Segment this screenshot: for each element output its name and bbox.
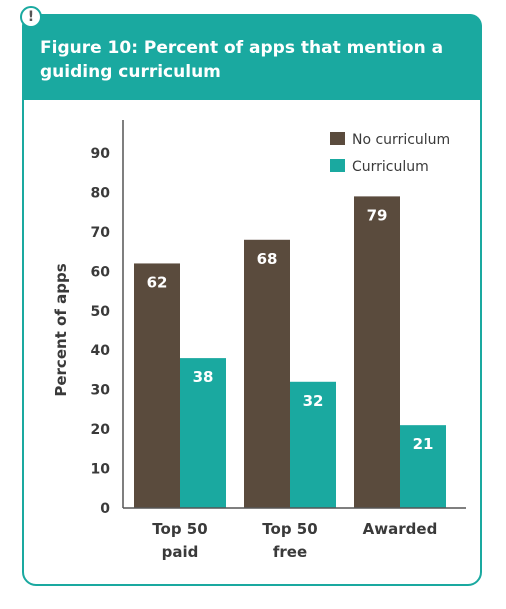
y-tick-label: 30 <box>91 383 111 399</box>
x-tick-label: Awarded <box>363 520 438 538</box>
y-tick-label: 10 <box>91 462 111 478</box>
y-tick-label: 0 <box>100 501 110 517</box>
y-tick-label: 40 <box>91 343 111 359</box>
y-tick-label: 70 <box>91 225 111 241</box>
y-tick-label: 90 <box>91 146 111 162</box>
legend-label: No curriculum <box>352 132 450 148</box>
bar <box>180 358 226 508</box>
data-label: 68 <box>257 250 278 268</box>
data-label: 21 <box>413 435 434 453</box>
x-tick-label: free <box>273 543 307 561</box>
y-tick-label: 80 <box>91 185 111 201</box>
x-tick-label: Top 50 <box>262 520 317 538</box>
bar <box>134 263 180 508</box>
exclamation-icon: ! <box>20 6 42 28</box>
data-label: 79 <box>367 206 388 224</box>
figure-header: Figure 10: Percent of apps that mention … <box>22 14 482 100</box>
y-axis-label: Percent of apps <box>52 263 70 396</box>
x-tick-label: paid <box>162 543 199 561</box>
y-tick-label: 20 <box>91 422 111 438</box>
x-tick-label: Top 50 <box>152 520 207 538</box>
bar <box>354 196 400 508</box>
legend-label: Curriculum <box>352 159 429 175</box>
legend-swatch <box>330 132 345 145</box>
legend-swatch <box>330 159 345 172</box>
y-tick-label: 60 <box>91 264 111 280</box>
y-tick-label: 50 <box>91 304 111 320</box>
bar <box>244 239 290 508</box>
bar <box>290 381 336 508</box>
chart-title: Figure 10: Percent of apps that mention … <box>40 38 444 82</box>
bar <box>400 425 446 508</box>
data-label: 32 <box>303 392 324 410</box>
data-label: 38 <box>193 368 214 386</box>
data-label: 62 <box>147 273 168 291</box>
